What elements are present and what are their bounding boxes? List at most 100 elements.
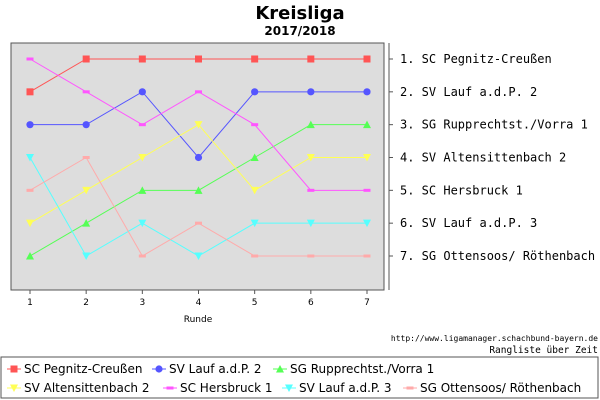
legend-swatch-marker	[285, 384, 293, 392]
series-marker	[82, 55, 90, 63]
legend-item: SG Ottensoos/ Röthenbach	[403, 381, 581, 395]
legend-label: SV Lauf a.d.P. 3	[299, 381, 392, 395]
series-4	[26, 121, 371, 228]
series-marker	[138, 186, 147, 194]
series-marker	[363, 88, 371, 96]
legend-item: SV Lauf a.d.P. 2	[152, 362, 262, 376]
series-marker	[363, 219, 371, 228]
series-marker	[363, 188, 371, 192]
series-marker	[26, 88, 34, 96]
series-marker	[138, 88, 146, 96]
series-marker	[306, 219, 315, 228]
x-tick-label: 6	[308, 298, 314, 308]
series-marker	[82, 186, 91, 195]
legend-label: SC Hersbruck 1	[180, 381, 273, 395]
series-marker	[26, 154, 34, 162]
legend-swatch-marker	[155, 365, 163, 373]
legend-item: SC Pegnitz-Creußen	[7, 362, 142, 376]
rank-label: 3. SG Rupprechtst./Vorra 1	[400, 118, 588, 132]
legend-item: SV Lauf a.d.P. 3	[282, 381, 392, 395]
chart-title: Kreisliga	[255, 3, 344, 24]
series-marker	[306, 154, 315, 162]
rank-label: 7. SG Ottensoos/ Röthenbach	[400, 249, 595, 263]
series-marker	[250, 219, 259, 228]
series-5	[26, 57, 371, 192]
series-marker	[363, 254, 371, 258]
series-marker	[250, 186, 259, 195]
rank-label: 4. SV Altensittenbach 2	[400, 151, 566, 165]
series-marker	[194, 186, 203, 194]
rank-label: 5. SC Hersbruck 1	[400, 183, 523, 197]
series-marker	[194, 252, 203, 260]
series-marker	[251, 123, 259, 127]
x-axis: 1 2 3 4 5 6 7	[27, 290, 370, 308]
series-marker	[194, 121, 203, 129]
series-marker	[251, 55, 259, 63]
series-marker	[195, 90, 202, 94]
series-marker	[26, 121, 34, 129]
legend-label: SC Pegnitz-Creußen	[24, 362, 142, 376]
x-tick-label: 5	[252, 298, 258, 308]
legend-label: SG Rupprechtst./Vorra 1	[290, 362, 434, 376]
series-marker	[26, 57, 34, 61]
x-tick-label: 1	[27, 298, 33, 308]
series-layer	[26, 55, 371, 260]
series-marker	[307, 254, 315, 258]
series-7	[26, 156, 371, 258]
rank-label: 6. SV Lauf a.d.P. 3	[400, 216, 537, 230]
legend-swatch-marker	[10, 365, 18, 373]
legend-label: SG Ottensoos/ Röthenbach	[420, 381, 581, 395]
series-marker	[195, 55, 202, 63]
legend-item: SC Hersbruck 1	[163, 381, 273, 395]
series-marker	[195, 221, 202, 225]
series-marker	[138, 219, 147, 228]
series-marker	[251, 88, 259, 96]
legend-swatch-marker	[166, 386, 174, 390]
series-marker	[306, 120, 315, 129]
series-marker	[138, 254, 146, 258]
series-3	[26, 120, 371, 260]
source-url: http://www.ligamanager.schachbund-bayern…	[391, 334, 598, 343]
right-axis: 1. SC Pegnitz-Creußen 2. SV Lauf a.d.P. 2…	[389, 52, 595, 263]
chart-subtitle: 2017/2018	[264, 24, 335, 38]
x-tick-label: 7	[364, 298, 370, 308]
series-marker	[82, 156, 90, 159]
x-tick-label: 2	[83, 298, 89, 308]
series-marker	[82, 121, 90, 129]
legend-item: SV Altensittenbach 2	[7, 381, 149, 395]
x-axis-title: Runde	[184, 315, 213, 325]
series-marker	[138, 154, 147, 162]
series-1	[26, 55, 371, 96]
series-marker	[26, 252, 34, 260]
legend-swatch-marker	[406, 386, 414, 390]
series-marker	[26, 219, 34, 228]
series-marker	[26, 188, 34, 192]
series-marker	[138, 55, 146, 63]
series-marker	[363, 55, 371, 63]
legend-swatch-marker	[276, 365, 284, 373]
legend-swatch-marker	[10, 384, 18, 392]
legend-box	[0, 356, 599, 399]
rank-label: 2. SV Lauf a.d.P. 2	[400, 85, 537, 99]
series-marker	[250, 153, 259, 161]
legend: SC Pegnitz-Creußen SV Lauf a.d.P. 2 SG Rup…	[7, 362, 581, 395]
series-marker	[82, 252, 91, 260]
rank-label: 1. SC Pegnitz-Creußen	[400, 52, 552, 66]
footer-note: Rangliste über Zeit	[489, 345, 598, 356]
legend-item: SG Rupprechtst./Vorra 1	[273, 362, 434, 376]
series-marker	[363, 154, 371, 162]
legend-label: SV Altensittenbach 2	[24, 381, 149, 395]
series-marker	[307, 88, 315, 96]
series-marker	[251, 254, 259, 258]
legend-label: SV Lauf a.d.P. 2	[169, 362, 262, 376]
series-6	[26, 154, 371, 260]
series-2	[26, 88, 371, 162]
series-marker	[82, 219, 91, 227]
series-marker	[307, 188, 315, 192]
series-marker	[363, 120, 371, 129]
series-marker	[138, 123, 146, 127]
series-marker	[307, 55, 315, 63]
x-tick-label: 4	[196, 298, 202, 308]
x-tick-label: 3	[139, 298, 145, 308]
